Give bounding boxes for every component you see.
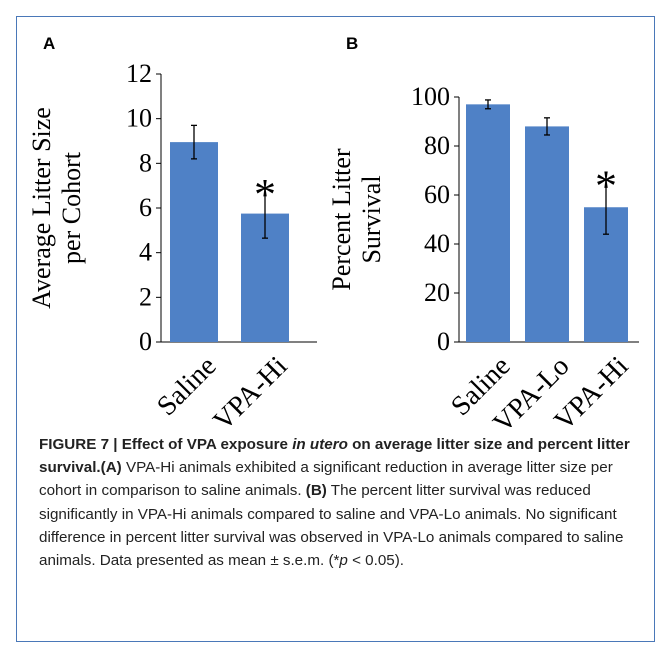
y-tick-label: 100: [411, 82, 450, 111]
y-tick-label: 60: [424, 180, 450, 209]
caption-title: FIGURE 7 | Effect of VPA exposure in ute…: [39, 436, 630, 476]
y-tick-label: 10: [126, 104, 152, 133]
caption-b-text: The percent litter survival was reduced …: [39, 482, 624, 570]
y-axis-title-line: per Cohort: [57, 151, 86, 264]
bar-saline: [466, 104, 510, 342]
caption-p-text: < 0.05).: [347, 552, 405, 570]
y-tick-label: 2: [139, 282, 152, 311]
y-tick-label: 0: [139, 327, 152, 356]
y-tick-label: 12: [126, 59, 152, 88]
y-tick-label: 20: [424, 278, 450, 307]
caption-title-pre: FIGURE 7 | Effect of VPA exposure: [39, 436, 293, 453]
figure-charts: A B 0 2 4 6 8 10 12 Average Litter Sizeper Coho…: [27, 34, 639, 427]
y-tick-label: 4: [139, 238, 152, 267]
y-axis-title-line: Survival: [357, 175, 386, 263]
caption-title-italic: in utero: [292, 436, 348, 453]
x-tick-label: VPA-Hi: [207, 350, 293, 427]
caption-title-post: on average litter size and percent litte…: [39, 436, 630, 477]
y-tick-label: 0: [437, 327, 450, 356]
figure-frame: A B 0 2 4 6 8 10 12 Average Litter Sizeper Coho…: [16, 16, 655, 642]
y-axis-title-line: Average Litter Size: [27, 107, 56, 309]
panel-label-a: A: [43, 34, 55, 53]
caption-a-text: VPA-Hi animals exhibited a significant r…: [39, 459, 613, 500]
axes: 0 2 4 6 8 10 12: [126, 59, 317, 356]
bar-saline: [170, 142, 218, 342]
y-tick-label: 6: [139, 193, 152, 222]
y-axis-title: Percent LitterSurvival: [327, 148, 386, 291]
bar-vpa-lo: [525, 126, 569, 343]
caption-b-label: (B): [305, 482, 327, 500]
figure-caption: FIGURE 7 | Effect of VPA exposure in ute…: [39, 433, 639, 572]
significance-asterisk: *: [595, 161, 617, 210]
y-tick-label: 8: [139, 148, 152, 177]
caption-a-label: (A): [100, 459, 122, 477]
y-axis-title-line: Percent Litter: [327, 148, 356, 291]
panel-label-b: B: [346, 34, 358, 53]
caption-p-symbol: p: [339, 552, 348, 570]
significance-asterisk: *: [254, 170, 276, 219]
y-tick-label: 40: [424, 229, 450, 258]
y-tick-label: 80: [424, 131, 450, 160]
y-axis-title: Average Litter Sizeper Cohort: [27, 107, 86, 309]
axes: 0 20 40 60 80 100: [411, 82, 639, 356]
